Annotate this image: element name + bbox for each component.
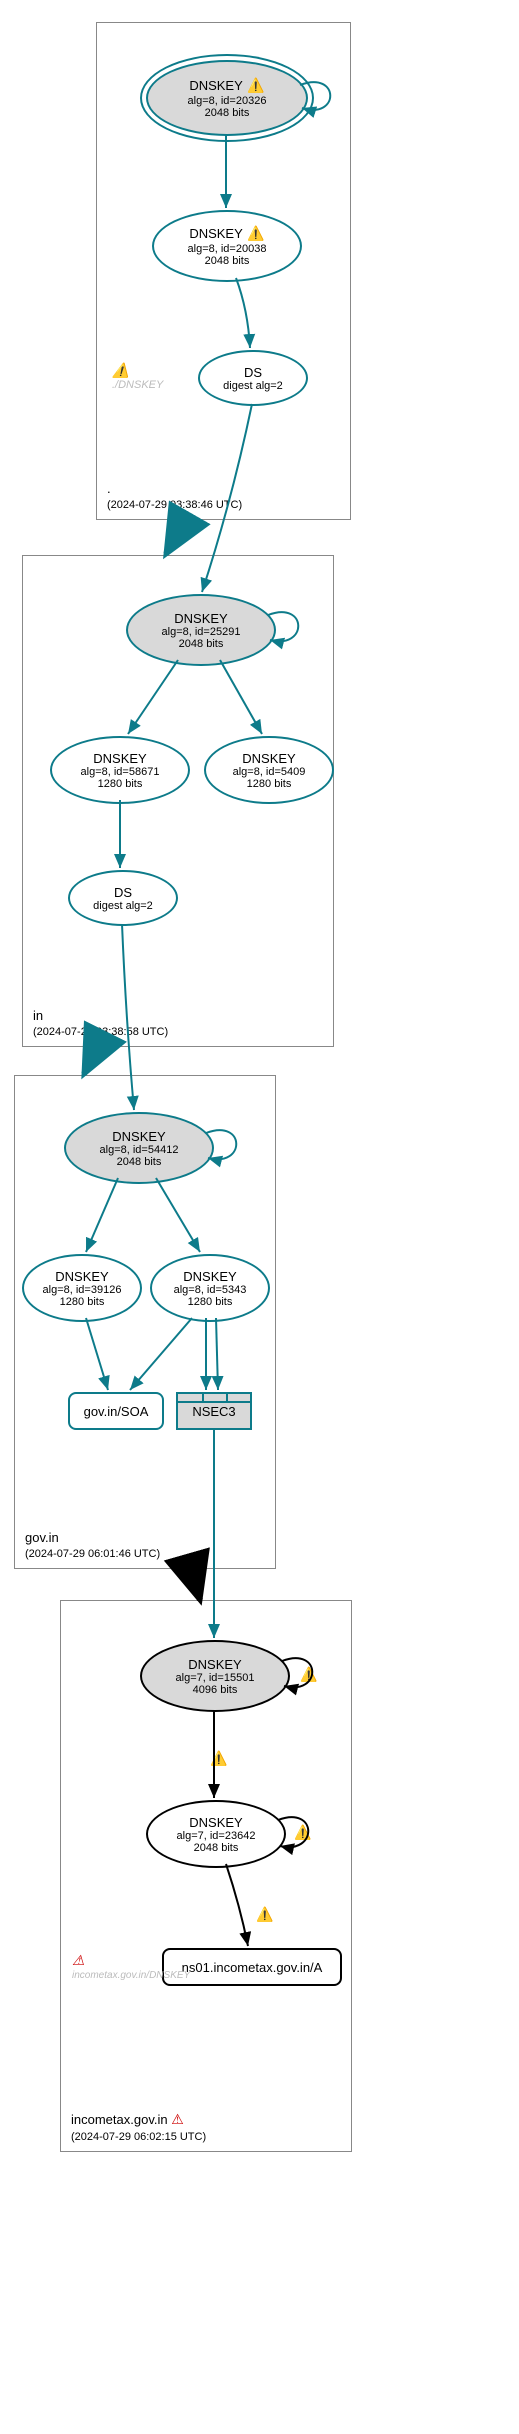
node-title: DNSKEY — [93, 751, 146, 766]
warning-icon: ⚠️ — [300, 1666, 317, 1683]
zone-label: in (2024-07-29 03:38:58 UTC) — [33, 1008, 168, 1038]
node-detail: 2048 bits — [117, 1156, 162, 1168]
node-root-ksk: DNSKEY ⚠️ alg=8, id=20326 2048 bits — [146, 60, 308, 136]
node-tax-zsk: DNSKEY alg=7, id=23642 2048 bits — [146, 1800, 286, 1868]
node-detail: 1280 bits — [188, 1296, 233, 1308]
node-in-ksk: DNSKEY alg=8, id=25291 2048 bits — [126, 594, 276, 666]
warning-icon: ⚠️ — [112, 362, 129, 379]
node-title: DS — [114, 885, 132, 900]
zone-label: gov.in (2024-07-29 06:01:46 UTC) — [25, 1530, 160, 1560]
node-detail: 1280 bits — [98, 778, 143, 790]
ghost-root-dnskey: ⚠️ ./DNSKEY — [112, 362, 163, 391]
node-in-ds: DS digest alg=2 — [68, 870, 178, 926]
node-detail: digest alg=2 — [93, 900, 153, 912]
node-root-zsk: DNSKEY ⚠️ alg=8, id=20038 2048 bits — [152, 210, 302, 282]
node-title: DNSKEY — [55, 1269, 108, 1284]
node-detail: 2048 bits — [205, 255, 250, 267]
zone-timestamp: (2024-07-29 06:02:15 UTC) — [71, 2131, 206, 2143]
warning-icon: ⚠️ — [247, 77, 264, 94]
node-detail: alg=8, id=20038 — [188, 243, 267, 255]
node-detail: 2048 bits — [194, 1842, 239, 1854]
node-root-ds: DS digest alg=2 — [198, 350, 308, 406]
node-gov-ksk: DNSKEY alg=8, id=54412 2048 bits — [64, 1112, 214, 1184]
node-title: DNSKEY — [112, 1129, 165, 1144]
node-gov-soa: gov.in/SOA — [68, 1392, 164, 1430]
node-in-zsk1: DNSKEY alg=8, id=58671 1280 bits — [50, 736, 190, 804]
warning-icon: ⚠️ — [294, 1824, 311, 1841]
node-detail: 1280 bits — [247, 778, 292, 790]
node-title: DNSKEY — [189, 78, 242, 93]
node-detail: alg=8, id=54412 — [100, 1144, 179, 1156]
nsec-label: NSEC3 — [192, 1404, 235, 1419]
ghost-label: incometax.gov.in/DNSKEY — [72, 1970, 190, 1981]
node-detail: alg=8, id=5343 — [174, 1284, 247, 1296]
node-detail: 1280 bits — [60, 1296, 105, 1308]
node-detail: alg=8, id=25291 — [162, 626, 241, 638]
node-detail: alg=8, id=5409 — [233, 766, 306, 778]
zone-timestamp: (2024-07-29 06:01:46 UTC) — [25, 1548, 160, 1560]
zone-timestamp: (2024-07-29 03:38:46 UTC) — [107, 499, 242, 511]
error-icon: ⚠ — [72, 1952, 85, 1968]
warning-icon: ⚠️ — [247, 225, 264, 242]
zone-name: . — [107, 481, 111, 496]
node-title: DNSKEY — [188, 1657, 241, 1672]
node-detail: alg=8, id=58671 — [81, 766, 160, 778]
node-gov-nsec: NSEC3 — [176, 1392, 252, 1430]
node-gov-zsk2: DNSKEY alg=8, id=5343 1280 bits — [150, 1254, 270, 1322]
zone-timestamp: (2024-07-29 03:38:58 UTC) — [33, 1026, 168, 1038]
zone-label: . (2024-07-29 03:38:46 UTC) — [107, 481, 242, 511]
node-title: DNSKEY — [189, 226, 242, 241]
node-gov-zsk1: DNSKEY alg=8, id=39126 1280 bits — [22, 1254, 142, 1322]
node-in-zsk2: DNSKEY alg=8, id=5409 1280 bits — [204, 736, 334, 804]
warning-icon: ⚠️ — [210, 1750, 227, 1767]
node-title: DS — [244, 365, 262, 380]
node-detail: 4096 bits — [193, 1684, 238, 1696]
node-title: DNSKEY — [242, 751, 295, 766]
node-detail: digest alg=2 — [223, 380, 283, 392]
node-detail: 2048 bits — [205, 107, 250, 119]
zone-label: incometax.gov.in ⚠ (2024-07-29 06:02:15 … — [71, 2111, 206, 2143]
zone-name: incometax.gov.in — [71, 2112, 168, 2127]
node-title: DNSKEY — [174, 611, 227, 626]
zone-name: in — [33, 1008, 43, 1023]
zone-name: gov.in — [25, 1530, 59, 1545]
node-detail: alg=8, id=39126 — [43, 1284, 122, 1296]
node-detail: alg=7, id=15501 — [176, 1672, 255, 1684]
node-detail: 2048 bits — [179, 638, 224, 650]
node-detail: alg=8, id=20326 — [188, 95, 267, 107]
node-title: DNSKEY — [183, 1269, 236, 1284]
warning-icon: ⚠ — [171, 2111, 184, 2128]
node-title: DNSKEY — [189, 1815, 242, 1830]
node-detail: alg=7, id=23642 — [177, 1830, 256, 1842]
ghost-tax-dnskey: ⚠ incometax.gov.in/DNSKEY — [72, 1952, 190, 1981]
ghost-label: ./DNSKEY — [112, 379, 163, 391]
warning-icon: ⚠️ — [256, 1906, 273, 1923]
node-tax-ksk: DNSKEY alg=7, id=15501 4096 bits — [140, 1640, 290, 1712]
